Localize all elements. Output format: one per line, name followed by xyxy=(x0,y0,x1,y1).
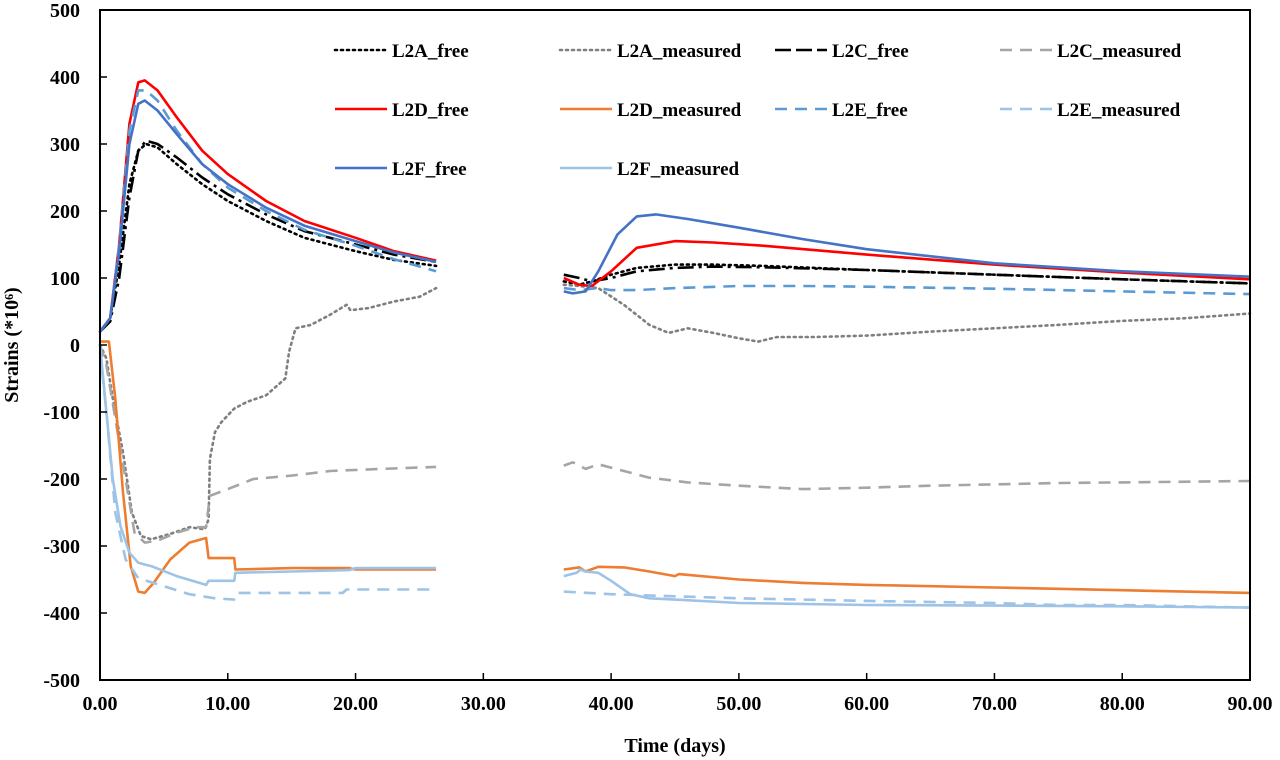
y-tick-label: -300 xyxy=(43,536,80,558)
legend-item-l2d-free: L2D_free xyxy=(335,100,469,121)
series-l2f-free xyxy=(98,99,1251,333)
legend-item-l2a-free: L2A_free xyxy=(333,41,469,62)
line-l2e-free-segment-2 xyxy=(563,284,1251,296)
legend-item-l2c-measured: L2C_measured xyxy=(1000,41,1182,62)
line-l2d-measured-segment-1 xyxy=(100,340,437,595)
legend-label: L2D_free xyxy=(392,100,469,121)
legend-label: L2C_free xyxy=(832,41,909,62)
y-tick-label: -100 xyxy=(43,402,80,424)
x-tick-label: 30.00 xyxy=(461,693,506,715)
x-tick-label: 80.00 xyxy=(1100,693,1145,715)
x-tick-label: 40.00 xyxy=(589,693,634,715)
x-tick-label: 10.00 xyxy=(205,693,250,715)
series-l2f-measured xyxy=(98,344,1251,609)
series-layer xyxy=(98,79,1252,609)
y-tick-label: -500 xyxy=(43,670,80,692)
series-l2a-measured xyxy=(98,283,1252,541)
y-tick-label: 500 xyxy=(50,0,80,22)
legend: L2A_free L2A_measured L2C_free L2C_measured… xyxy=(333,41,1182,180)
y-axis-title: Strains (*10⁶) xyxy=(1,287,23,402)
line-l2f-measured-segment-2 xyxy=(563,568,1251,609)
legend-item-l2a-measured: L2A_measured xyxy=(558,41,742,62)
x-tick-label: 50.00 xyxy=(716,693,761,715)
legend-item-l2f-free: L2F_free xyxy=(335,159,467,180)
legend-item-l2f-measured: L2F_measured xyxy=(560,159,740,180)
line-l2d-measured-segment-2 xyxy=(563,565,1251,595)
legend-item-l2e-free: L2E_free xyxy=(775,100,908,121)
legend-label: L2E_measured xyxy=(1057,100,1181,121)
y-tick-label: -400 xyxy=(43,603,80,625)
line-l2a-free-segment-2 xyxy=(562,263,1252,286)
line-l2e-measured-segment-1 xyxy=(98,351,437,601)
series-l2d-measured xyxy=(100,340,1251,595)
legend-item-l2c-free: L2C_free xyxy=(775,41,909,62)
legend-label: L2C_measured xyxy=(1057,41,1182,62)
x-tick-label: 20.00 xyxy=(333,693,378,715)
ticks-layer: 0.00 10.00 20.00 30.00 40.00 50.00 60.00 70.00 8… xyxy=(43,0,1272,715)
line-l2f-free-segment-1 xyxy=(98,99,437,333)
legend-label: L2A_free xyxy=(392,41,469,62)
x-axis-title: Time (days) xyxy=(624,735,725,757)
legend-label: L2F_measured xyxy=(617,159,740,180)
y-tick-label: 100 xyxy=(50,268,80,290)
line-l2d-free-segment-1 xyxy=(98,79,437,333)
series-l2a-free xyxy=(98,142,1252,333)
line-l2a-free-segment-1 xyxy=(98,142,438,333)
x-tick-label: 60.00 xyxy=(844,693,889,715)
line-l2c-measured-segment-1 xyxy=(98,344,437,544)
y-tick-label: -200 xyxy=(43,469,80,491)
y-tick-label: 200 xyxy=(50,201,80,223)
y-tick-label: 300 xyxy=(50,134,80,156)
line-l2a-measured-segment-2 xyxy=(562,283,1252,343)
legend-label: L2E_free xyxy=(832,100,908,121)
series-l2c-measured xyxy=(98,344,1251,544)
x-tick-label: 70.00 xyxy=(972,693,1017,715)
line-l2f-measured-segment-1 xyxy=(98,344,437,587)
line-l2c-measured-segment-2 xyxy=(563,461,1251,491)
legend-label: L2A_measured xyxy=(617,41,742,62)
legend-item-l2e-measured: L2E_measured xyxy=(1000,100,1181,121)
legend-label: L2D_measured xyxy=(617,100,742,121)
x-tick-label: 0.00 xyxy=(83,693,118,715)
line-l2e-free-segment-1 xyxy=(98,89,437,333)
line-l2f-free-segment-2 xyxy=(563,213,1251,295)
y-tick-label: 400 xyxy=(50,67,80,89)
legend-label: L2F_free xyxy=(392,159,467,180)
legend-item-l2d-measured: L2D_measured xyxy=(560,100,742,121)
line-l2a-measured-segment-1 xyxy=(98,286,438,541)
y-tick-label: 0 xyxy=(70,335,80,357)
x-tick-label: 90.00 xyxy=(1228,693,1273,715)
